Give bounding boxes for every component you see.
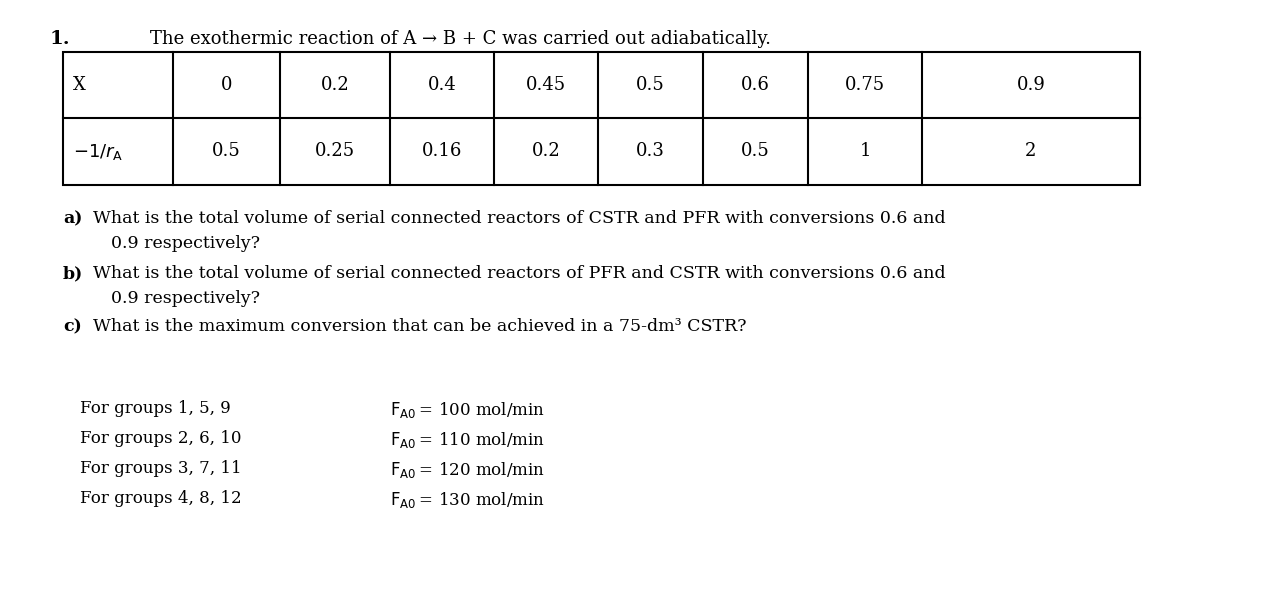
Text: 0.5: 0.5 [636,76,665,94]
Text: 0.45: 0.45 [526,76,566,94]
Text: 0.6: 0.6 [741,76,770,94]
Text: 0.4: 0.4 [427,76,456,94]
Text: For groups 4, 8, 12: For groups 4, 8, 12 [80,490,241,507]
Text: 0: 0 [221,76,233,94]
Text: X: X [72,76,86,94]
Text: 0.3: 0.3 [636,142,665,161]
Text: 0.5: 0.5 [741,142,770,161]
Text: 0.9: 0.9 [1017,76,1046,94]
Text: c): c) [64,318,81,335]
Text: $\mathrm{F_{A0}}$ = 100 mol/min: $\mathrm{F_{A0}}$ = 100 mol/min [390,400,545,420]
Text: What is the total volume of serial connected reactors of PFR and CSTR with conve: What is the total volume of serial conne… [93,265,946,282]
Text: $\mathrm{F_{A0}}$ = 120 mol/min: $\mathrm{F_{A0}}$ = 120 mol/min [390,460,545,480]
Text: The exothermic reaction of A → B + C was carried out adiabatically.: The exothermic reaction of A → B + C was… [150,30,771,48]
Text: 0.9 respectively?: 0.9 respectively? [111,290,261,307]
Text: 0.2: 0.2 [320,76,350,94]
Text: a): a) [64,210,83,227]
Text: What is the total volume of serial connected reactors of CSTR and PFR with conve: What is the total volume of serial conne… [93,210,946,227]
Text: 0.5: 0.5 [212,142,241,161]
Text: b): b) [64,265,83,282]
Text: For groups 1, 5, 9: For groups 1, 5, 9 [80,400,231,417]
Text: 2: 2 [1026,142,1037,161]
Text: 0.25: 0.25 [315,142,355,161]
Text: 1.: 1. [50,30,71,48]
Text: 0.2: 0.2 [531,142,561,161]
Text: What is the maximum conversion that can be achieved in a 75-dm³ CSTR?: What is the maximum conversion that can … [93,318,746,335]
Text: For groups 2, 6, 10: For groups 2, 6, 10 [80,430,241,447]
Text: For groups 3, 7, 11: For groups 3, 7, 11 [80,460,241,477]
Text: 0.16: 0.16 [422,142,463,161]
Text: 0.9 respectively?: 0.9 respectively? [111,235,261,252]
Text: $-1/r_{\mathrm{A}}$: $-1/r_{\mathrm{A}}$ [72,141,123,161]
Bar [64,52,1140,185]
Text: $\mathrm{F_{A0}}$ = 110 mol/min: $\mathrm{F_{A0}}$ = 110 mol/min [390,430,545,450]
Text: 0.75: 0.75 [845,76,885,94]
Text: 1: 1 [859,142,871,161]
Text: $\mathrm{F_{A0}}$ = 130 mol/min: $\mathrm{F_{A0}}$ = 130 mol/min [390,490,545,510]
